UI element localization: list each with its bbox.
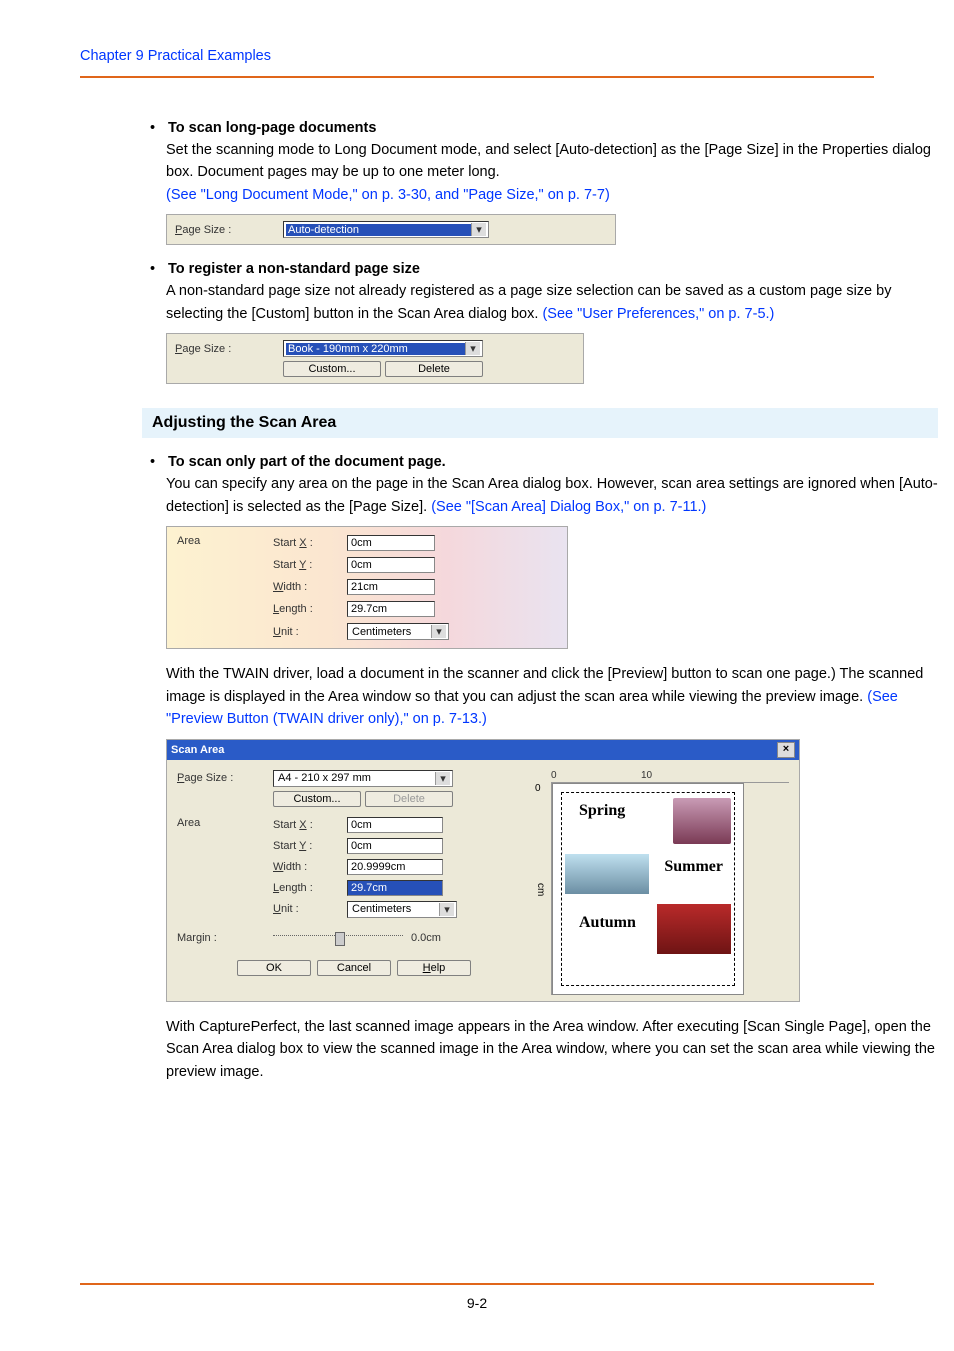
ok-button[interactable]: OK (237, 960, 311, 976)
link-nonstd[interactable]: (See "User Preferences," on p. 7-5.) (542, 306, 774, 322)
bullet-dot: • (148, 118, 168, 139)
bullet-head-nonstd: To register a non-standard page size (168, 259, 420, 280)
bullet-head-longpage: To scan long-page documents (168, 118, 376, 139)
label-pagesize: Page Size : (175, 343, 283, 355)
link-part[interactable]: (See "[Scan Area] Dialog Box," on p. 7-1… (431, 499, 706, 515)
bullet-dot: • (148, 259, 168, 280)
dialog-titlebar: Scan Area × (167, 740, 799, 760)
preview-area[interactable]: Spring Summer Autumn (552, 783, 744, 995)
ui-area-small: Area Start X : 0cm Start Y : 0cm Width : (166, 526, 568, 649)
preview-autumn: Autumn (579, 914, 636, 932)
ui-pagesize-auto: PPage Size :age Size : Auto-detection ▾ (166, 214, 616, 245)
input-length[interactable]: 29.7cm (347, 601, 435, 617)
combo-pagesize-custom[interactable]: Book - 190mm x 220mm ▾ (283, 340, 483, 357)
bullet-dot: • (148, 452, 168, 473)
ui-scanarea-dialog: Scan Area × Page Size : A4 - 210 x 297 m… (166, 739, 800, 1002)
preview-summer: Summer (664, 858, 723, 876)
close-icon[interactable]: × (777, 742, 795, 758)
chevron-down-icon[interactable]: ▾ (439, 903, 454, 916)
delete-button[interactable]: Delete (385, 361, 483, 377)
label-area: Area (177, 535, 273, 640)
combo-pagesize-dlg[interactable]: A4 - 210 x 297 mm ▾ (273, 770, 453, 787)
margin-slider[interactable] (273, 935, 403, 940)
para-captureperfect: With CapturePerfect, the last scanned im… (166, 1016, 938, 1083)
combo-value: Book - 190mm x 220mm (286, 343, 465, 355)
dialog-title: Scan Area (171, 744, 224, 756)
ui-pagesize-custom: Page Size : Book - 190mm x 220mm ▾ Custo… (166, 333, 584, 384)
chevron-down-icon[interactable]: ▾ (431, 625, 446, 638)
chevron-down-icon[interactable]: ▾ (471, 223, 486, 236)
chapter-header: Chapter 9 Practical Examples (0, 0, 954, 72)
delete-button: Delete (365, 791, 453, 807)
input-width[interactable]: 20.9999cm (347, 859, 443, 875)
margin-value: 0.0cm (411, 932, 441, 944)
para-nonstd: A non-standard page size not already reg… (166, 280, 938, 325)
chevron-down-icon[interactable]: ▾ (465, 342, 480, 355)
input-starty[interactable]: 0cm (347, 557, 435, 573)
section-title-scanarea: Adjusting the Scan Area (142, 408, 938, 438)
combo-value: Auto-detection (286, 224, 471, 236)
combo-pagesize-auto[interactable]: Auto-detection ▾ (283, 221, 489, 238)
para-longpage: Set the scanning mode to Long Document m… (166, 139, 938, 184)
chevron-down-icon[interactable]: ▾ (435, 772, 450, 785)
help-button[interactable]: Help (397, 960, 471, 976)
page-number: 9-2 (80, 1285, 874, 1351)
para-part: You can specify any area on the page in … (166, 473, 938, 518)
preview-spring: Spring (579, 802, 625, 820)
link-longpage[interactable]: (See "Long Document Mode," on p. 3-30, a… (166, 184, 938, 206)
input-startx[interactable]: 0cm (347, 535, 435, 551)
cancel-button[interactable]: Cancel (317, 960, 391, 976)
input-width[interactable]: 21cm (347, 579, 435, 595)
custom-button[interactable]: Custom... (283, 361, 381, 377)
combo-unit[interactable]: Centimeters ▾ (347, 901, 457, 918)
input-starty[interactable]: 0cm (347, 838, 443, 854)
custom-button[interactable]: Custom... (273, 791, 361, 807)
para-twain: With the TWAIN driver, load a document i… (166, 663, 938, 730)
combo-unit[interactable]: Centimeters ▾ (347, 623, 449, 640)
input-startx[interactable]: 0cm (347, 817, 443, 833)
label-pagesize: PPage Size :age Size : (175, 224, 283, 236)
input-length[interactable]: 29.7cm (347, 880, 443, 896)
bullet-head-part: To scan only part of the document page. (168, 452, 446, 473)
